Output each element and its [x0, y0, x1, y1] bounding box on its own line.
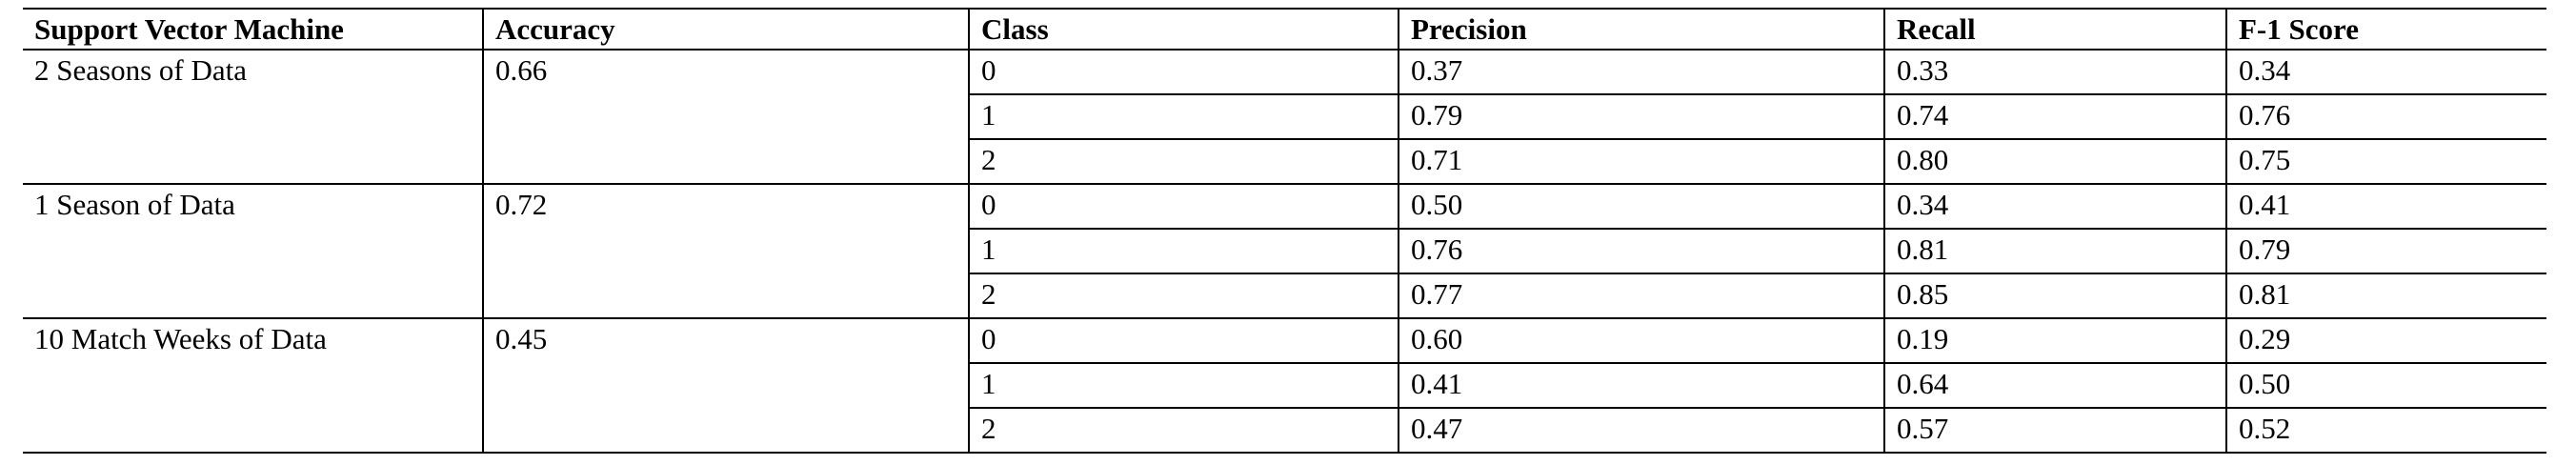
accuracy-cell: 0.72 [482, 184, 969, 319]
table-row: 2 0.47 0.57 0.52 [23, 408, 2546, 454]
header-cell: Recall [1883, 8, 2226, 51]
metric-cell: 0.34 [1883, 184, 2226, 230]
header-cell: Precision [1398, 8, 1884, 51]
metric-cell: 0.19 [1883, 318, 2226, 364]
table-row: 2 0.71 0.80 0.75 [23, 139, 2546, 185]
metric-cell: 0.29 [2225, 318, 2546, 364]
class-cell: 2 [968, 273, 1399, 319]
metric-cell: 0.57 [1883, 408, 2226, 454]
class-cell: 1 [968, 94, 1399, 140]
header-row: Support Vector Machine Accuracy Class Preci… [23, 8, 2546, 51]
metric-cell: 0.75 [2225, 139, 2546, 185]
metric-cell: 0.64 [1883, 363, 2226, 409]
table-row: 10 Match Weeks of Data 0.45 0 0.60 0.19 0.29 [23, 318, 2546, 454]
accuracy-cell: 0.66 [482, 50, 969, 185]
header-cell: Class [968, 8, 1399, 51]
metric-cell: 0.80 [1883, 139, 2226, 185]
metric-cell: 0.33 [1883, 50, 2226, 95]
class-cell: 2 [968, 408, 1399, 454]
results-table: Support Vector Machine Accuracy Class Preci… [23, 8, 2546, 454]
table-row: 1 0.41 0.64 0.50 [23, 363, 2546, 409]
metric-cell: 0.60 [1398, 318, 1884, 364]
metric-cell: 0.76 [1398, 229, 1884, 274]
group-label: 10 Match Weeks of Data [23, 318, 483, 454]
table-row: 1 Season of Data 0.72 0 0.50 0.34 0.41 [23, 184, 2546, 319]
metric-cell: 0.34 [2225, 50, 2546, 95]
table-row: 1 0.79 0.74 0.76 [23, 94, 2546, 140]
table-row: 1 0.76 0.81 0.79 [23, 229, 2546, 274]
metric-cell: 0.74 [1883, 94, 2226, 140]
metric-cell: 0.41 [1398, 363, 1884, 409]
accuracy-cell: 0.45 [482, 318, 969, 454]
group-label: 1 Season of Data [23, 184, 483, 319]
metric-cell: 0.41 [2225, 184, 2546, 230]
class-cell: 0 [968, 318, 1399, 364]
metric-cell: 0.77 [1398, 273, 1884, 319]
metric-cell: 0.37 [1398, 50, 1884, 95]
class-cell: 2 [968, 139, 1399, 185]
metric-cell: 0.47 [1398, 408, 1884, 454]
header-cell: F-1 Score [2225, 8, 2546, 51]
table-row: 2 Seasons of Data 0.66 0 0.37 0.33 0.34 [23, 50, 2546, 185]
metric-cell: 0.81 [2225, 273, 2546, 319]
class-cell: 0 [968, 184, 1399, 230]
metric-cell: 0.79 [1398, 94, 1884, 140]
metric-cell: 0.81 [1883, 229, 2226, 274]
metric-cell: 0.52 [2225, 408, 2546, 454]
class-cell: 1 [968, 363, 1399, 409]
group-label: 2 Seasons of Data [23, 50, 483, 185]
table-body: 2 Seasons of Data 0.66 0 0.37 0.33 0.34 1 0.79 0… [23, 50, 2546, 454]
class-cell: 1 [968, 229, 1399, 274]
metric-cell: 0.50 [1398, 184, 1884, 230]
metric-cell: 0.50 [2225, 363, 2546, 409]
header-cell: Accuracy [482, 8, 969, 51]
class-cell: 0 [968, 50, 1399, 95]
metric-cell: 0.79 [2225, 229, 2546, 274]
metric-cell: 0.76 [2225, 94, 2546, 140]
header-cell: Support Vector Machine [23, 8, 483, 51]
table-row: 2 0.77 0.85 0.81 [23, 273, 2546, 319]
metric-cell: 0.85 [1883, 273, 2226, 319]
metric-cell: 0.71 [1398, 139, 1884, 185]
